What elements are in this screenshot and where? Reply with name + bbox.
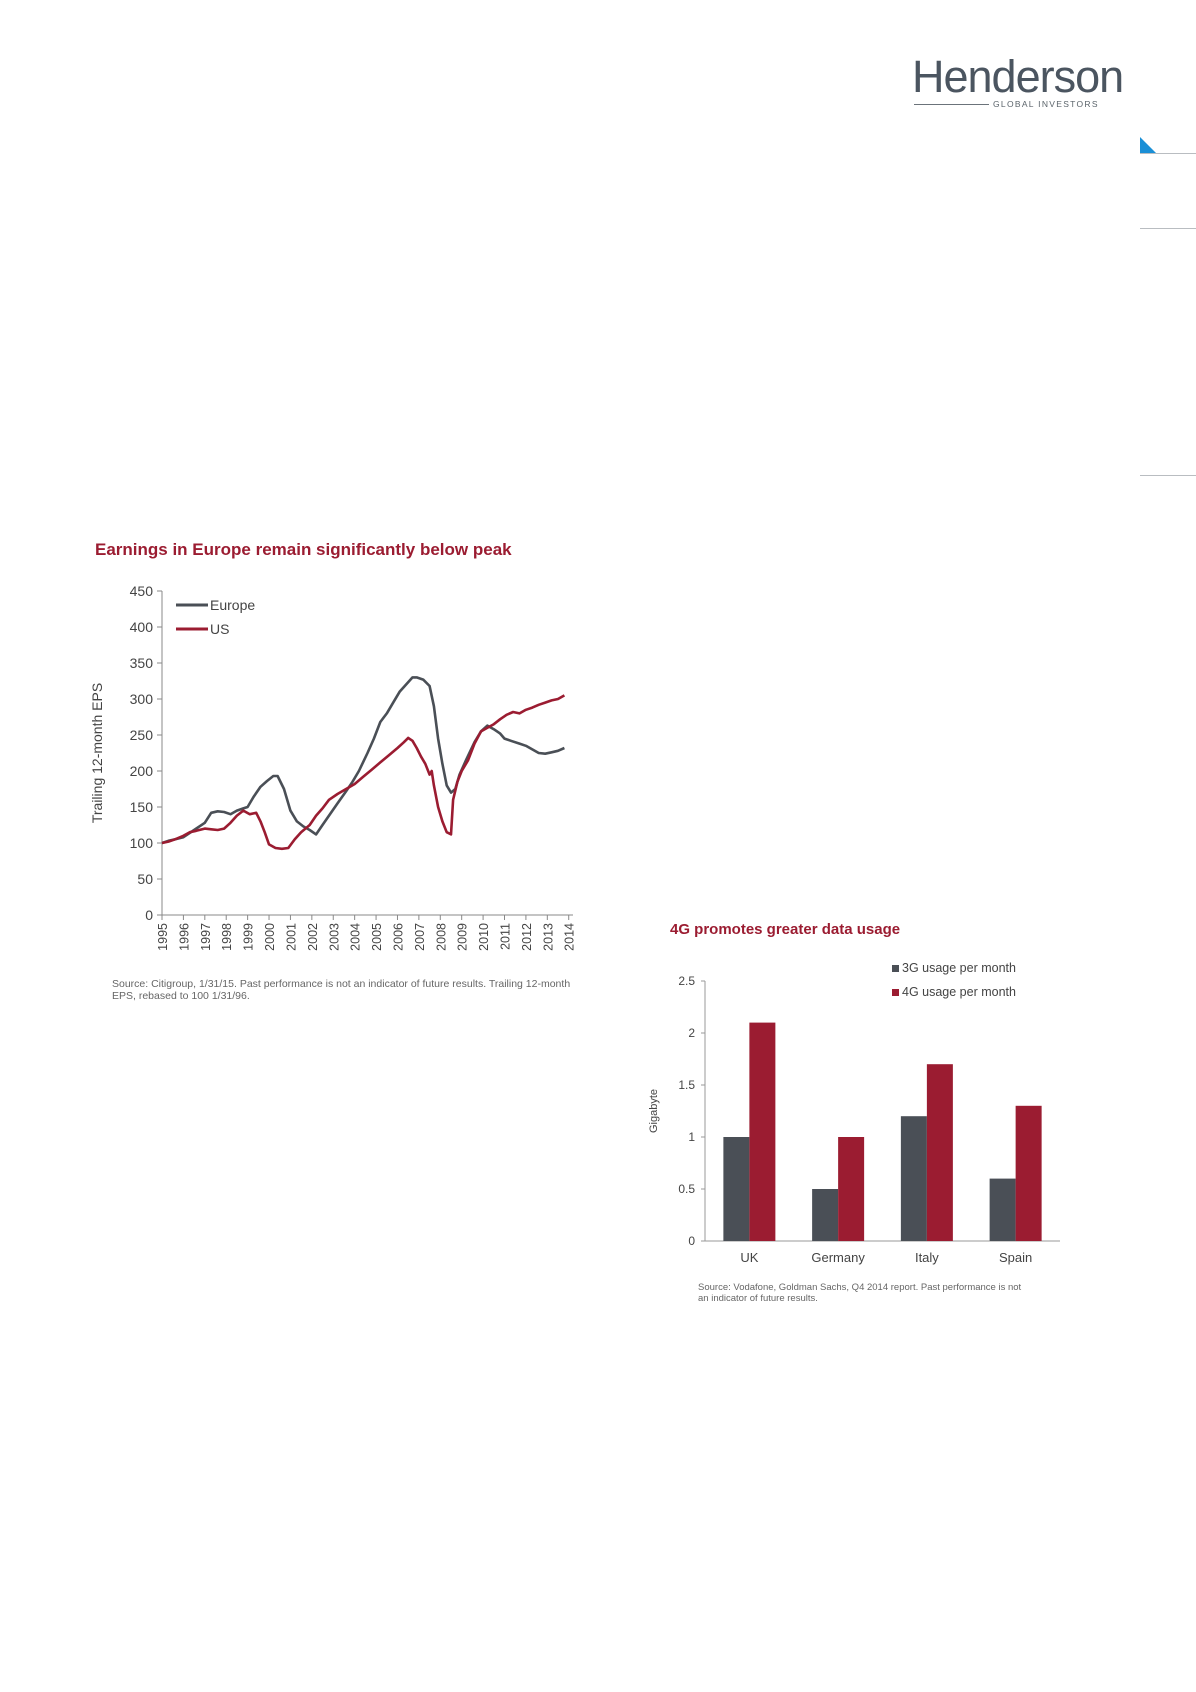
x-tick-label: Spain <box>999 1250 1032 1265</box>
bar-italy-4g <box>926 1064 953 1241</box>
data-usage-bar-chart: 0 0.5 1 1.5 2 2.5 Gigabyte UK Germany Italy Spain 3… <box>648 961 1060 1265</box>
x-tick-label: 1997 <box>199 923 213 951</box>
bar-spain-3g <box>989 1178 1016 1241</box>
x-tick-label: Germany <box>811 1250 865 1265</box>
x-tick-label: 2005 <box>370 923 384 951</box>
logo-wordmark: Henderson <box>912 51 1124 102</box>
bar-germany-3g <box>812 1189 839 1241</box>
chart2-title: 4G promotes greater data usage <box>670 921 901 938</box>
chart1-source: Source: Citigroup, 1/31/15. Past perform… <box>112 978 571 1002</box>
y-tick-label: 2 <box>688 1026 695 1040</box>
x-tick-label: 2013 <box>541 923 555 951</box>
legend-swatch-3g <box>892 965 899 972</box>
x-tick-label: 1999 <box>242 923 256 951</box>
y-tick-label: 200 <box>130 763 154 779</box>
y-tick-label: 50 <box>137 871 153 887</box>
x-tick-label: 2014 <box>563 923 577 951</box>
chart2-source: Source: Vodafone, Goldman Sachs, Q4 2014… <box>698 1282 1022 1304</box>
y-tick-label: 250 <box>130 727 154 743</box>
y-tick-label: 100 <box>130 835 154 851</box>
y-tick-label: 450 <box>130 583 154 599</box>
y-tick-label: 1 <box>688 1130 695 1144</box>
bar-uk-3g <box>723 1137 750 1241</box>
bar-uk-4g <box>749 1022 776 1241</box>
side-divider-2 <box>1140 228 1196 229</box>
x-tick-label: 2008 <box>434 923 448 951</box>
x-tick-label: 2004 <box>349 923 363 951</box>
bar-spain-4g <box>1015 1105 1042 1241</box>
x-tick-label: 1998 <box>220 923 234 951</box>
x-tick-label: 1995 <box>156 923 170 951</box>
eps-line-chart: 0 50 100 150 200 250 300 350 400 450 1995 1996 1997 1… <box>89 583 577 951</box>
x-tick-label: 2000 <box>263 923 277 951</box>
side-divider-1 <box>1140 153 1196 154</box>
series-line-us <box>161 694 566 851</box>
legend-label-4g: 4G usage per month <box>902 985 1016 999</box>
logo-tagline: GLOBAL INVESTORS <box>993 99 1099 109</box>
x-tick-label: 2012 <box>520 923 534 951</box>
x-tick-label: 2011 <box>499 923 513 950</box>
side-divider-3 <box>1140 475 1196 476</box>
y-tick-label: 150 <box>130 799 154 815</box>
y-axis-label: Trailing 12-month EPS <box>89 683 105 823</box>
y-tick-label: 0.5 <box>678 1182 695 1196</box>
x-tick-label: Italy <box>915 1250 939 1265</box>
y-tick-label: 2.5 <box>678 974 695 988</box>
legend-label-us: US <box>210 621 229 637</box>
legend-swatch-4g <box>892 989 899 996</box>
x-tick-label: 2007 <box>413 923 427 951</box>
y-tick-label: 0 <box>688 1234 695 1248</box>
y-tick-label: 350 <box>130 655 154 671</box>
x-tick-label: 2009 <box>456 923 470 951</box>
section-marker-triangle <box>1140 137 1156 153</box>
x-tick-label: 2001 <box>284 923 298 951</box>
legend-label-3g: 3G usage per month <box>902 961 1016 975</box>
x-tick-label: UK <box>740 1250 758 1265</box>
y-axis-label: Gigabyte <box>648 1089 660 1133</box>
legend-label-europe: Europe <box>210 597 255 613</box>
y-tick-label: 1.5 <box>678 1078 695 1092</box>
logo-rule <box>914 104 989 105</box>
x-tick-label: 2002 <box>306 923 320 951</box>
bar-italy-3g <box>900 1116 927 1241</box>
x-tick-label: 1996 <box>177 923 191 951</box>
x-tick-label: 2010 <box>477 923 491 951</box>
y-tick-label: 0 <box>145 907 153 923</box>
y-tick-label: 300 <box>130 691 154 707</box>
chart1-title: Earnings in Europe remain significantly … <box>95 540 512 559</box>
bar-germany-4g <box>838 1137 865 1241</box>
henderson-logo: Henderson GLOBAL INVESTORS <box>912 51 1124 112</box>
x-tick-label: 2006 <box>391 923 405 951</box>
y-tick-label: 400 <box>130 619 154 635</box>
x-tick-label: 2003 <box>327 923 341 951</box>
series-line-europe <box>161 676 565 845</box>
